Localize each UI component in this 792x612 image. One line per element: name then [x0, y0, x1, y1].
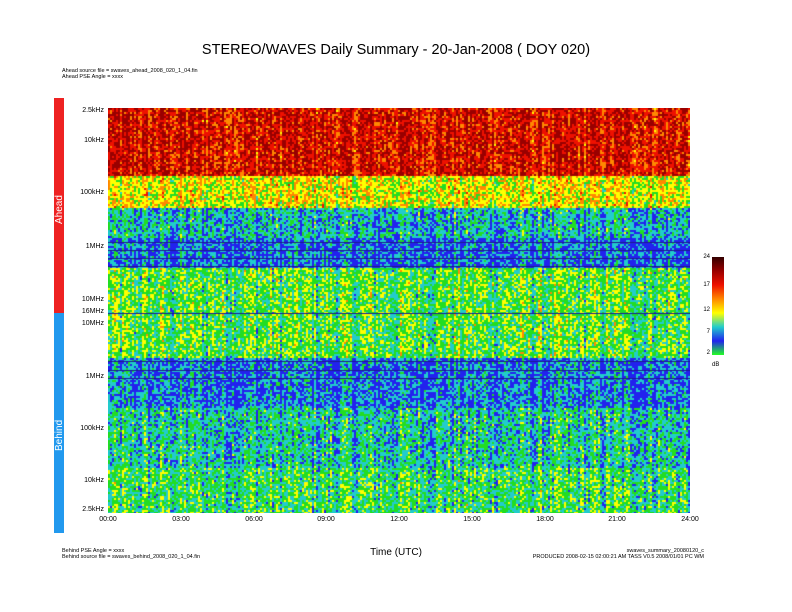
x-tick-1200: 12:00: [390, 516, 408, 523]
x-tick-1800: 18:00: [536, 516, 554, 523]
chart-title: STEREO/WAVES Daily Summary - 20-Jan-2008…: [201, 42, 591, 58]
ahead-label: Ahead: [54, 195, 65, 224]
colorbar: [712, 257, 724, 355]
y-tick-behind-1mhz: 1MHz: [85, 373, 104, 380]
colorbar-tick-17: 17: [703, 282, 710, 288]
y-tick-behind-100khz: 100kHz: [80, 425, 104, 432]
y-tick-ahead-100khz: 100kHz: [80, 189, 104, 196]
y-tick-ahead-10khz: 10kHz: [84, 137, 104, 144]
y-tick-behind-10khz: 10kHz: [84, 477, 104, 484]
x-tick-1500: 15:00: [463, 516, 481, 523]
production-stamp: PRODUCED 2008-02-15 02:00:21 AM TASS V0.…: [532, 554, 704, 560]
x-axis-label: Time (UTC): [370, 547, 422, 558]
y-tick-ahead-1mhz: 1MHz: [85, 243, 104, 250]
behind-source-file: Behind source file = swaves_behind_2008_…: [62, 554, 201, 560]
y-tick-behind-10mhz: 10MHz: [81, 320, 104, 327]
y-tick-ahead-16mhz: 16MHz: [81, 308, 104, 315]
behind-band-bar: [54, 313, 64, 533]
ahead-pse-angle: Ahead PSE Angle = xxxx: [62, 74, 123, 80]
y-tick-ahead-2.5khz: 2.5kHz: [82, 107, 104, 114]
colorbar-tick-12: 12: [703, 307, 710, 313]
y-tick-ahead-10mhz: 10MHz: [81, 296, 104, 303]
x-tick-2100: 21:00: [608, 516, 626, 523]
colorbar-tick-2: 2: [706, 350, 710, 356]
ahead-source-file: Ahead source file = swaves_ahead_2008_02…: [62, 68, 198, 74]
behind-pse-angle: Behind PSE Angle = xxxx: [62, 548, 125, 554]
y-tick-behind-2.5khz: 2.5kHz: [82, 506, 104, 513]
x-tick-0600: 06:00: [245, 516, 263, 523]
x-tick-0300: 03:00: [172, 516, 190, 523]
ahead-band-bar: [54, 98, 64, 313]
x-tick-0900: 09:00: [317, 516, 335, 523]
colorbar-unit: dB: [712, 362, 720, 368]
x-tick-0000: 00:00: [99, 516, 117, 523]
summary-file-name: swaves_summary_20080120_c: [626, 548, 704, 554]
x-tick-2400: 24:00: [681, 516, 699, 523]
colorbar-tick-7: 7: [706, 329, 710, 335]
spectrogram-plot: [108, 108, 690, 513]
colorbar-tick-24: 24: [703, 254, 710, 260]
